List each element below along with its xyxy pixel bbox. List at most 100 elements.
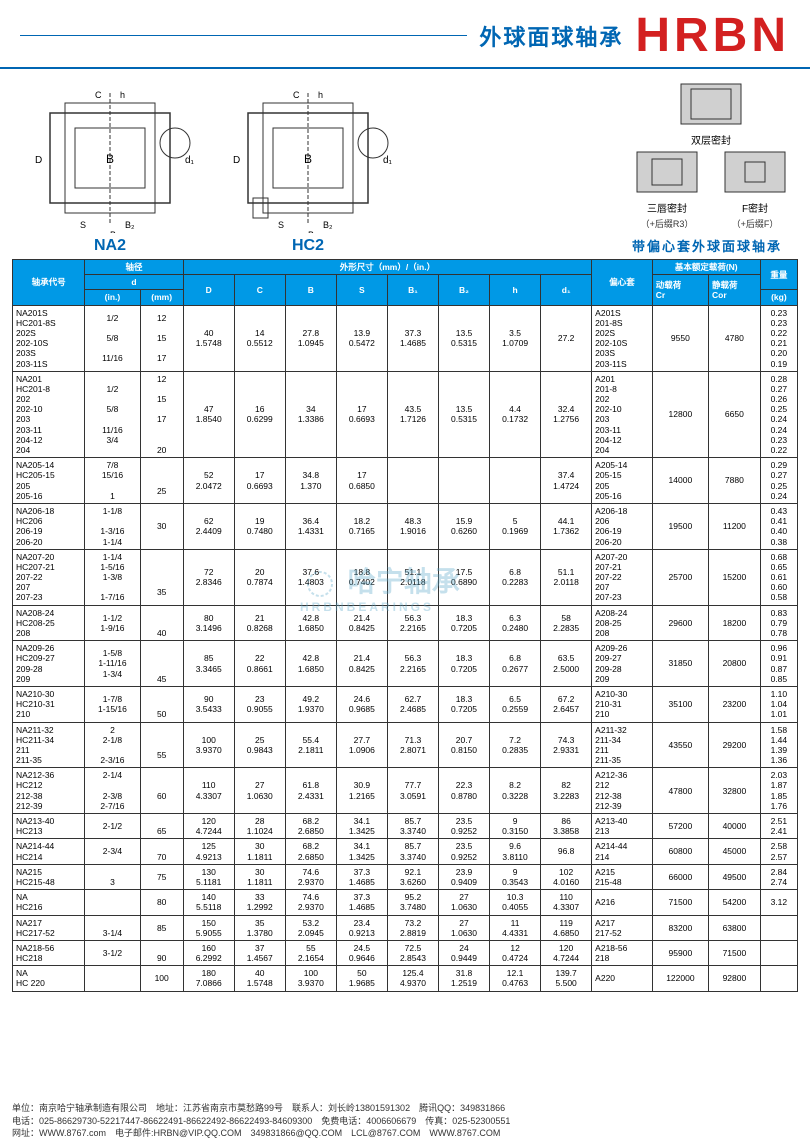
table-row: NA218-56 HC2183-1/2 90160 6.299237 1.456… [13, 940, 798, 965]
th-dims: 外形尺寸（mm）/（in.） [183, 260, 592, 275]
cell-B: 68.2 2.6850 [285, 814, 336, 839]
cell-e: A210-30 210-31 210 [592, 686, 653, 722]
footer: 单位：南京哈宁轴承制造有限公司 地址：江苏省南京市莫愁路99号 联系人：刘长岭1… [12, 1102, 798, 1140]
cell-e: A211-32 211-34 211 211-35 [592, 722, 653, 768]
cell-t: NA211-32 HC211-34 211 211-35 [13, 722, 85, 768]
cell-dyn: 57200 [652, 814, 708, 839]
cell-sta: 18200 [709, 605, 761, 641]
footer-l1: 单位：南京哈宁轴承制造有限公司 地址：江苏省南京市莫愁路99号 联系人：刘长岭1… [12, 1102, 798, 1115]
cell-S: 18.8 0.7402 [336, 549, 387, 605]
cell-D: 110 4.3307 [183, 768, 234, 814]
table-body: NA201S HC201-8S 202S 202-10S 203S 203-11… [13, 305, 798, 991]
svg-text:C: C [293, 90, 300, 100]
cell-d1: 86 3.3858 [541, 814, 592, 839]
cell-sta: 54200 [709, 890, 761, 915]
cell-t: NA210-30 HC210-31 210 [13, 686, 85, 722]
cell-B: 27.8 1.0945 [285, 305, 336, 371]
table-row: NA208-24 HC208-25 2081-1/2 1-9/16 4080 3… [13, 605, 798, 641]
cell-e: A209-26 209-27 209-28 209 [592, 641, 653, 687]
th-C: C [234, 275, 285, 305]
cell-S: 18.2 0.7165 [336, 503, 387, 549]
cell-h: 5 0.1969 [490, 503, 541, 549]
cell-t: NA208-24 HC208-25 208 [13, 605, 85, 641]
cell-B2: 23.5 0.9252 [438, 814, 489, 839]
table-row: NA206-18 HC206 206-19 206-201-1/8 1-3/16… [13, 503, 798, 549]
hc2-drawing: B D d₁ C h S B₂ B₁ [218, 83, 398, 233]
cell-D: 130 5.1181 [183, 864, 234, 889]
cell-dyn: 12800 [652, 371, 708, 458]
cell-in: 1-7/8 1-15/16 [85, 686, 140, 722]
cell-in: 7/8 15/16 1 [85, 458, 140, 504]
diagram-hc2: B D d₁ C h S B₂ B₁ HC2 [218, 83, 398, 255]
cell-S: 24.6 0.9685 [336, 686, 387, 722]
cell-wt: 1.58 1.44 1.39 1.36 [760, 722, 797, 768]
cell-e: A215 215-48 [592, 864, 653, 889]
cell-wt: 0.23 0.23 0.22 0.21 0.20 0.19 [760, 305, 797, 371]
cell-D: 150 5.9055 [183, 915, 234, 940]
seal-column: 双层密封 三唇密封 （+后缀R3） F密封 （+后缀F） 带偏心套外球面球轴承 [632, 79, 790, 255]
cell-in: 1-5/8 1-11/16 1-3/4 [85, 641, 140, 687]
cell-e: A212-36 212 212-38 212-39 [592, 768, 653, 814]
cell-wt: 1.10 1.04 1.01 [760, 686, 797, 722]
cell-h: 9 0.3150 [490, 814, 541, 839]
cell-dyn: 9550 [652, 305, 708, 371]
cell-D: 140 5.5118 [183, 890, 234, 915]
cell-S: 37.3 1.4685 [336, 890, 387, 915]
cell-D: 160 6.2992 [183, 940, 234, 965]
cell-B1: 92.1 3.6260 [387, 864, 438, 889]
footer-l3: 网址：WWW.8767.com 电子邮件:HRBN@VIP.QQ.COM 349… [12, 1127, 798, 1140]
cell-dyn: 19500 [652, 503, 708, 549]
cell-t: NA209-26 HC209-27 209-28 209 [13, 641, 85, 687]
cell-h: 9.6 3.8110 [490, 839, 541, 864]
cell-d1: 96.8 [541, 839, 592, 864]
cell-sta: 71500 [709, 940, 761, 965]
cell-in: 2-3/4 [85, 839, 140, 864]
cell-sta: 11200 [709, 503, 761, 549]
cell-B2: 23.5 0.9252 [438, 839, 489, 864]
cell-mm: 65 [140, 814, 183, 839]
cell-in: 2-1/2 [85, 814, 140, 839]
cell-dyn: 66000 [652, 864, 708, 889]
table-row: NA215 HC215-48 375130 5.118130 1.181174.… [13, 864, 798, 889]
cell-dyn: 43550 [652, 722, 708, 768]
svg-text:B: B [106, 152, 114, 166]
cell-wt: 0.68 0.65 0.61 0.60 0.58 [760, 549, 797, 605]
na2-label: NA2 [20, 237, 200, 255]
cell-D: 100 3.9370 [183, 722, 234, 768]
cell-dyn: 95900 [652, 940, 708, 965]
cell-C: 20 0.7874 [234, 549, 285, 605]
cell-in: 3-1/4 [85, 915, 140, 940]
cell-D: 52 2.0472 [183, 458, 234, 504]
cell-t: NA217 HC217-52 [13, 915, 85, 940]
cell-d1: 51.1 2.0118 [541, 549, 592, 605]
cell-dyn: 31850 [652, 641, 708, 687]
seal-1-name: 双层密封 [632, 132, 790, 147]
cell-D: 72 2.8346 [183, 549, 234, 605]
cell-in: 1-1/4 1-5/16 1-3/8 1-7/16 [85, 549, 140, 605]
cell-B: 53.2 2.0945 [285, 915, 336, 940]
table-row: NA214-44 HC2142-3/4 70125 4.921330 1.181… [13, 839, 798, 864]
cell-h: 6.8 0.2283 [490, 549, 541, 605]
svg-text:d₁: d₁ [383, 155, 393, 166]
th-D: D [183, 275, 234, 305]
cell-dyn: 71500 [652, 890, 708, 915]
th-kg: (kg) [760, 290, 797, 305]
cell-C: 30 1.1811 [234, 839, 285, 864]
cell-B1: 56.3 2.2165 [387, 605, 438, 641]
cell-h: 3.5 1.0709 [490, 305, 541, 371]
cell-mm: 85 [140, 915, 183, 940]
cell-B1: 125.4 4.9370 [387, 966, 438, 991]
svg-text:B₁: B₁ [110, 230, 119, 233]
th-S: S [336, 275, 387, 305]
cell-mm: 55 [140, 722, 183, 768]
cell-d1: 27.2 [541, 305, 592, 371]
cell-sta: 32800 [709, 768, 761, 814]
cell-C: 19 0.7480 [234, 503, 285, 549]
cell-wt: 0.83 0.79 0.78 [760, 605, 797, 641]
cell-mm: 40 [140, 605, 183, 641]
cell-C: 37 1.4567 [234, 940, 285, 965]
cell-B2: 15.9 0.6260 [438, 503, 489, 549]
th-type: 轴承代号 [13, 260, 85, 306]
seal-3: F密封 （+后缀F） [720, 147, 790, 230]
cell-B2: 22.3 0.8780 [438, 768, 489, 814]
